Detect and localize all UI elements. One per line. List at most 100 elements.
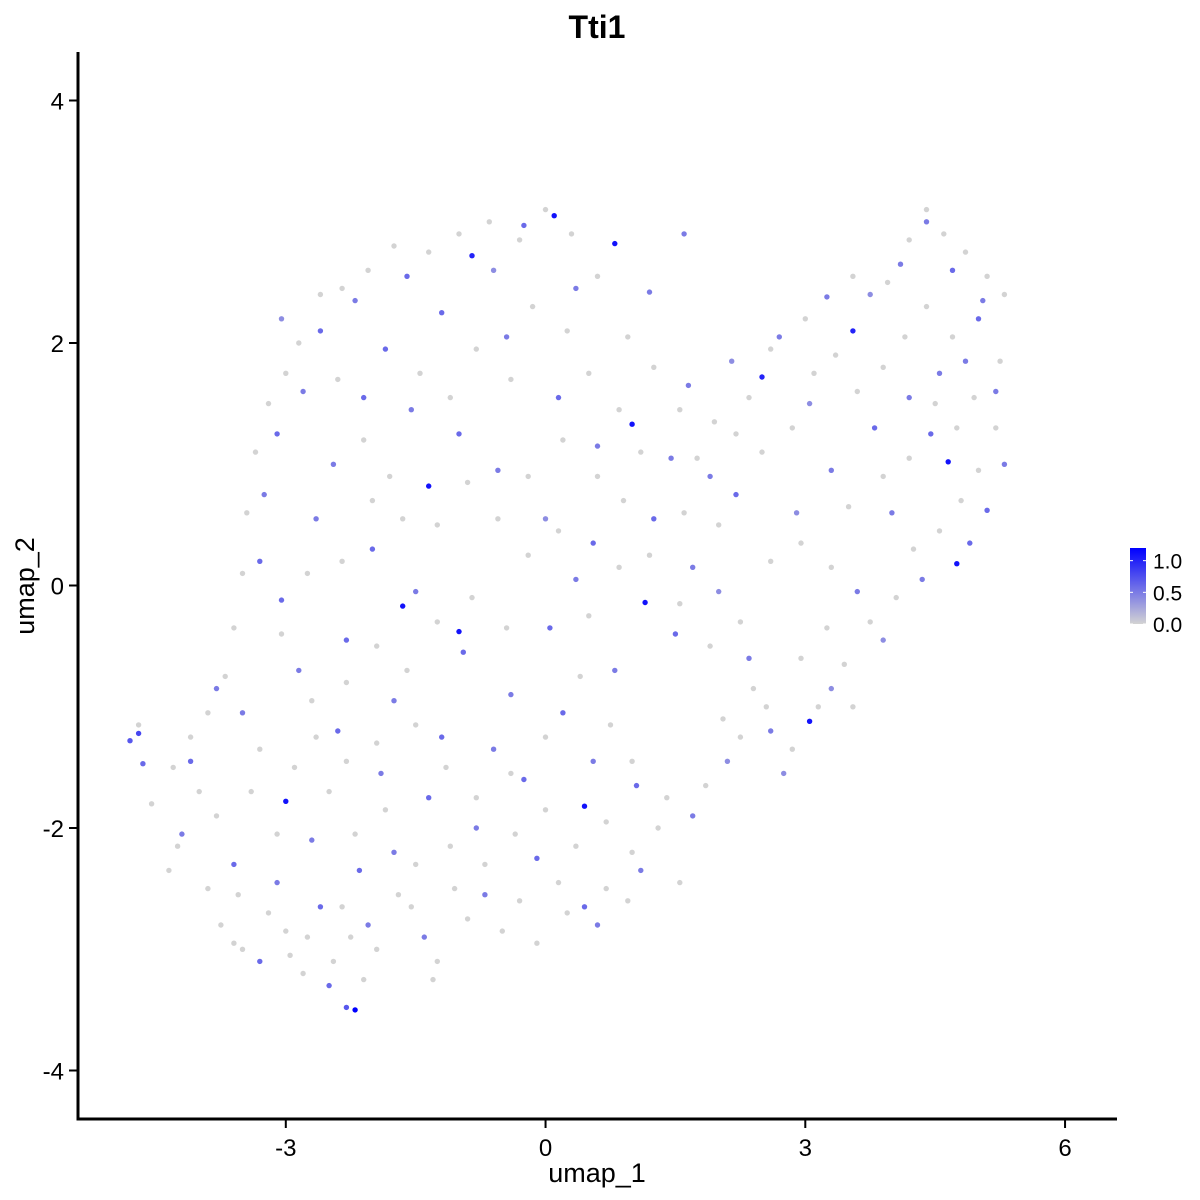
x-tick-label: 3 — [799, 1135, 812, 1162]
data-point — [750, 685, 757, 692]
data-point — [941, 231, 947, 237]
data-point — [248, 788, 254, 795]
data-point — [586, 370, 592, 376]
data-point — [945, 459, 951, 465]
data-point — [893, 594, 899, 601]
data-point — [374, 643, 380, 649]
data-point — [923, 206, 930, 213]
data-point — [724, 758, 731, 764]
x-tick-label: 6 — [1058, 1135, 1071, 1162]
data-point — [768, 558, 774, 564]
data-point — [560, 710, 566, 716]
data-point — [464, 916, 471, 922]
data-point — [265, 400, 272, 407]
data-point — [313, 734, 319, 740]
data-point — [811, 370, 817, 376]
data-point — [884, 279, 891, 286]
data-point — [283, 798, 289, 804]
legend-colorbar — [1130, 548, 1146, 624]
data-point — [880, 473, 886, 480]
data-point — [413, 861, 419, 868]
data-point — [473, 795, 479, 801]
data-point — [646, 552, 653, 558]
data-point — [542, 516, 549, 522]
y-tick-label: 0 — [51, 574, 64, 601]
data-point — [508, 376, 514, 383]
data-point — [291, 764, 298, 771]
data-point — [793, 510, 800, 516]
y-tick-label: -2 — [43, 816, 64, 843]
x-tick-label: -3 — [275, 1135, 296, 1162]
data-point — [629, 849, 635, 855]
data-point — [278, 597, 285, 603]
data-point — [759, 449, 765, 455]
data-point — [733, 431, 739, 437]
data-point — [690, 813, 696, 819]
data-point — [296, 667, 302, 674]
data-point — [716, 588, 722, 595]
data-point — [594, 273, 601, 279]
data-point — [395, 892, 402, 898]
data-point — [867, 619, 873, 625]
data-point — [382, 807, 389, 813]
data-point — [413, 588, 419, 595]
data-point — [828, 564, 834, 570]
y-tick-label: -4 — [43, 1059, 64, 1086]
data-point — [612, 667, 618, 674]
data-point — [620, 497, 627, 504]
data-point — [365, 267, 371, 273]
data-point — [231, 861, 237, 868]
data-point — [426, 795, 432, 801]
data-point — [434, 958, 440, 965]
data-point — [529, 303, 536, 310]
data-point — [369, 546, 376, 552]
data-point — [854, 588, 860, 595]
data-point — [949, 267, 956, 273]
data-point — [590, 758, 596, 764]
data-point — [469, 253, 475, 259]
data-point — [456, 231, 462, 237]
data-point — [464, 479, 471, 486]
data-point — [763, 704, 769, 710]
data-point — [434, 619, 440, 625]
data-point — [239, 710, 246, 716]
data-point — [296, 340, 302, 346]
data-point — [257, 746, 263, 752]
data-point — [581, 904, 588, 910]
data-point — [975, 316, 982, 322]
data-point — [213, 685, 220, 692]
data-point — [252, 449, 259, 455]
data-point — [408, 904, 414, 910]
data-point — [330, 958, 337, 965]
data-point — [677, 879, 683, 886]
data-point — [850, 328, 856, 334]
data-point — [339, 904, 345, 910]
data-point — [806, 400, 813, 407]
data-point — [400, 603, 406, 609]
data-point — [361, 394, 367, 401]
data-point — [309, 837, 315, 843]
data-point — [503, 334, 510, 340]
data-point — [387, 473, 393, 480]
data-point — [720, 716, 726, 722]
data-point — [949, 334, 956, 340]
data-point — [231, 625, 237, 631]
data-point — [681, 510, 687, 516]
data-point — [850, 273, 856, 279]
data-point — [971, 394, 977, 401]
data-point — [845, 504, 852, 510]
data-point — [768, 728, 774, 734]
data-point — [906, 237, 912, 243]
data-point — [516, 237, 523, 243]
data-point — [547, 625, 553, 631]
data-point — [828, 685, 834, 692]
data-point — [781, 770, 787, 777]
data-point — [456, 431, 462, 437]
data-point — [906, 455, 912, 461]
y-axis-ticks: -4 -2 0 2 4 — [43, 89, 78, 1086]
data-point — [274, 431, 280, 437]
data-point — [555, 879, 562, 886]
data-point — [391, 849, 397, 855]
data-point — [594, 922, 601, 928]
data-point — [711, 419, 718, 425]
